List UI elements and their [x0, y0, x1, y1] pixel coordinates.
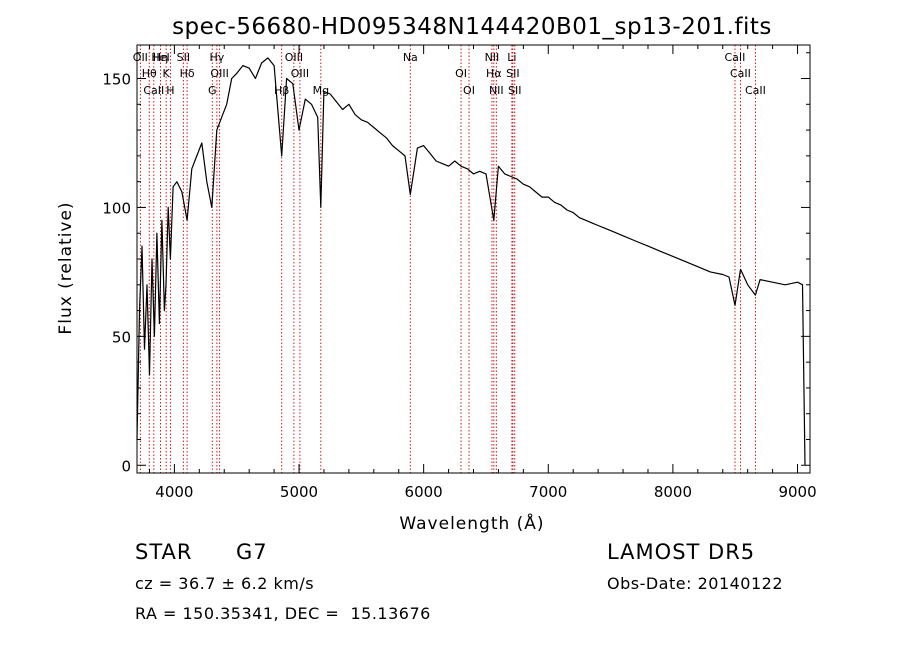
sky-coordinates: RA = 150.35341, DEC = 15.13676: [135, 604, 431, 623]
spectral-subclass: G7: [236, 540, 268, 564]
observation-date: Obs-Date: 20140122: [607, 574, 784, 593]
spectral-line-label: OIII: [291, 67, 309, 80]
x-axis-label: Wavelength (Å): [399, 512, 544, 534]
spectral-line-label: CaII: [725, 51, 746, 64]
x-tick-label: 9000: [778, 483, 816, 501]
spectral-line-label: K: [163, 67, 171, 80]
spectral-line-label: Mg: [313, 84, 329, 97]
plot-frame: [136, 44, 811, 474]
spectral-line-labels: OIIHθCaIIHeIHηKHSIIHδGHγOIIIHβOIIIOIIIMg…: [133, 51, 766, 97]
spectral-line-label: G: [208, 84, 217, 97]
spectral-line-label: NII: [485, 51, 500, 64]
spectral-line-label: OIII: [285, 51, 303, 64]
spectral-line-label: SII: [508, 84, 521, 97]
spectral-line-label: Hδ: [180, 67, 195, 80]
spectral-line-label: Na: [403, 51, 418, 64]
spectral-line-label: Li: [507, 51, 516, 64]
spectral-line-label: CaII: [730, 67, 751, 80]
redshift-velocity: cz = 36.7 ± 6.2 km/s: [135, 574, 315, 593]
spectral-line-label: SII: [177, 51, 190, 64]
spectral-line-label: NII: [489, 84, 504, 97]
spectral-line-label: OI: [463, 84, 475, 97]
axis-ticks: 4000 5000 6000 7000 8000 9000 0 50 100 150: [102, 45, 817, 501]
y-tick-label: 150: [102, 71, 131, 89]
spectral-line-label: CaII: [745, 84, 766, 97]
object-type: STAR: [135, 540, 193, 564]
x-tick-label: 5000: [280, 483, 318, 501]
y-tick-label: 0: [121, 457, 131, 475]
y-tick-label: 100: [102, 199, 131, 217]
x-tick-label: 6000: [405, 483, 443, 501]
spectral-line-label: Hα: [486, 67, 502, 80]
spectral-line-label: SII: [506, 67, 519, 80]
spectral-line-label: OI: [455, 67, 467, 80]
spectral-line-label: Hη: [153, 51, 168, 64]
x-tick-label: 4000: [155, 483, 193, 501]
spectral-line-label: HeI: [151, 51, 169, 64]
flux-line: [136, 57, 806, 466]
x-tick-label: 8000: [654, 483, 692, 501]
y-tick-label: 50: [112, 328, 131, 346]
spectral-line-label: OIII: [210, 67, 228, 80]
y-axis-label: Flux (relative): [56, 201, 76, 334]
survey-name: LAMOST DR5: [607, 540, 756, 564]
spectral-line-markers: [139, 45, 756, 473]
spectral-line-label: H: [166, 84, 174, 97]
chart-title: spec-56680-HD095348N144420B01_sp13-201.f…: [172, 14, 772, 40]
x-tick-label: 7000: [529, 483, 567, 501]
spectral-line-label: Hγ: [209, 51, 224, 64]
spectral-line-label: Hθ: [142, 67, 157, 80]
spectral-line-label: CaII: [143, 84, 164, 97]
flux-series: [136, 57, 806, 466]
